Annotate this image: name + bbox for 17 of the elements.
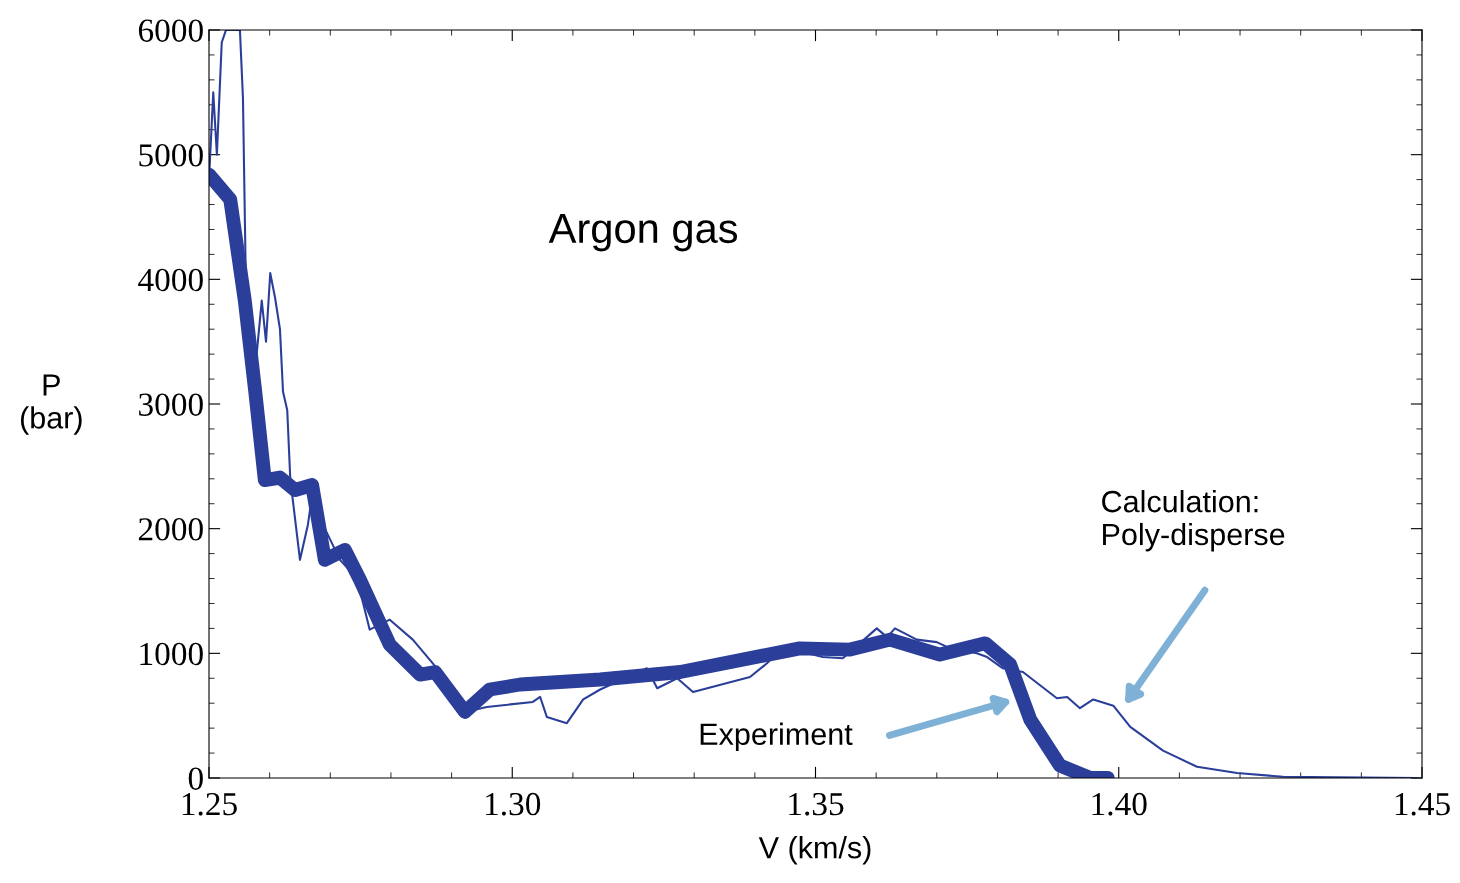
y-tick-label: 5000 — [139, 144, 203, 167]
y-tick-label: 3000 — [139, 393, 203, 416]
annotation: Calculation: Poly-disperse — [1102, 489, 1285, 552]
y-tick-label: 1000 — [140, 642, 203, 666]
x-axis-title: V (km/s) — [758, 836, 871, 865]
y-tick-label: 6000 — [138, 19, 203, 42]
y-tick-label: 0 — [188, 767, 203, 790]
y-tick-label: 2000 — [138, 518, 203, 541]
y-tick-label: 4000 — [138, 268, 203, 292]
y-axis-title: P (bar) — [20, 374, 82, 435]
annotation: Argon gas — [548, 214, 738, 252]
x-tick-label: 1.30 — [486, 792, 541, 816]
annotation: Experiment — [700, 722, 853, 752]
x-tick-label: 1.25 — [182, 792, 237, 816]
x-tick-label: 1.40 — [1092, 792, 1147, 816]
x-tick-label: 1.45 — [1395, 793, 1450, 816]
x-tick-label: 1.35 — [789, 792, 844, 816]
